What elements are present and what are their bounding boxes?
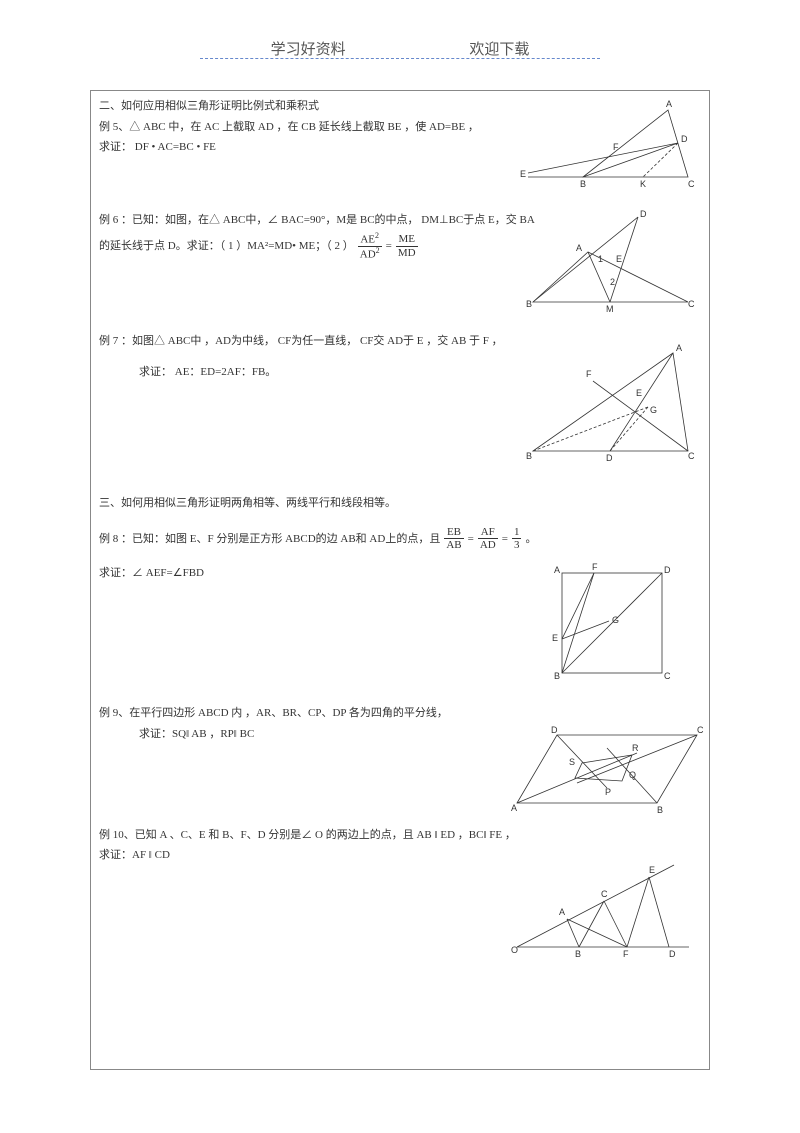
- figure-ex6: A B C D E M 1 2: [518, 207, 703, 317]
- ex9-line1: 例 9、在平行四边形 ABCD 内 ，AR、BR、CP、DP 各为四角的平分线，: [99, 704, 701, 723]
- figure-ex8: A B C D E F G: [544, 561, 679, 686]
- svg-text:D: D: [664, 565, 671, 575]
- svg-text:C: C: [601, 889, 608, 899]
- svg-text:D: D: [606, 453, 613, 463]
- page-frame: 二、如何应用相似三角形证明比例式和乘积式 例 5、△ ABC 中，在 AC 上截…: [90, 90, 710, 1070]
- svg-text:B: B: [526, 299, 532, 309]
- svg-text:C: C: [688, 451, 695, 461]
- figure-ex5: A B C D E F K: [518, 95, 703, 190]
- svg-text:P: P: [605, 787, 611, 797]
- figure-ex9: A B C D P Q R S: [507, 723, 707, 818]
- header-right: 欢迎下载: [469, 38, 529, 59]
- page-header: 学习好资料 欢迎下载: [0, 38, 800, 59]
- ex10-line1: 例 10、已知 A 、C、E 和 B、F、D 分别是∠ O 的两边上的点，且 A…: [99, 826, 701, 845]
- ex8-frac3: 1 3: [512, 526, 522, 551]
- svg-text:2: 2: [610, 277, 615, 287]
- svg-text:A: A: [554, 565, 560, 575]
- ex6-frac2: ME MD: [396, 233, 418, 258]
- svg-text:B: B: [554, 671, 560, 681]
- svg-text:D: D: [640, 209, 647, 219]
- figure-ex7: A B C D E F G: [518, 341, 703, 466]
- svg-text:B: B: [575, 949, 581, 959]
- header-left: 学习好资料: [271, 38, 346, 59]
- svg-text:F: F: [613, 142, 619, 152]
- section-3-title: 三、如何用相似三角形证明两角相等、两线平行和线段相等。: [99, 494, 701, 513]
- svg-text:K: K: [640, 179, 646, 189]
- ex8-tail: 。: [525, 530, 536, 549]
- svg-text:A: A: [559, 907, 565, 917]
- svg-text:C: C: [697, 725, 704, 735]
- figure-ex10: O A B C D E F: [509, 857, 699, 962]
- ex8-frac1: EB AB: [444, 526, 463, 551]
- svg-text:C: C: [664, 671, 671, 681]
- svg-text:E: E: [520, 169, 526, 179]
- ex6-frac1: AE2 AD2: [358, 232, 382, 261]
- svg-text:B: B: [580, 179, 586, 189]
- ex8-line1: 例 8 ：已知：如图 E、F 分别是正方形 ABCD的边 AB和 AD上的点，且…: [99, 526, 701, 551]
- svg-text:O: O: [511, 945, 518, 955]
- svg-text:E: E: [636, 388, 642, 398]
- svg-text:D: D: [551, 725, 558, 735]
- svg-text:D: D: [681, 134, 688, 144]
- svg-text:M: M: [606, 304, 614, 314]
- svg-text:C: C: [688, 179, 695, 189]
- svg-text:E: E: [552, 633, 558, 643]
- svg-text:1: 1: [598, 254, 603, 264]
- svg-text:E: E: [616, 254, 622, 264]
- svg-text:F: F: [623, 949, 629, 959]
- svg-text:A: A: [666, 99, 672, 109]
- svg-text:B: B: [657, 805, 663, 815]
- ex8-frac2: AF AD: [478, 526, 498, 551]
- svg-text:B: B: [526, 451, 532, 461]
- svg-text:R: R: [632, 743, 639, 753]
- svg-text:C: C: [688, 299, 695, 309]
- svg-text:F: F: [586, 369, 592, 379]
- svg-text:A: A: [576, 243, 582, 253]
- svg-text:D: D: [669, 949, 676, 959]
- ex8-prefix: 例 8 ：已知：如图 E、F 分别是正方形 ABCD的边 AB和 AD上的点，且: [99, 530, 440, 549]
- svg-text:A: A: [511, 803, 517, 813]
- ex6-eq: =: [386, 237, 392, 256]
- svg-text:G: G: [612, 615, 619, 625]
- svg-text:S: S: [569, 757, 575, 767]
- svg-text:F: F: [592, 562, 598, 572]
- header-underline: [200, 58, 600, 59]
- svg-text:A: A: [676, 343, 682, 353]
- svg-text:G: G: [650, 405, 657, 415]
- svg-text:E: E: [649, 865, 655, 875]
- svg-text:Q: Q: [629, 770, 636, 780]
- ex6-line2a: 的延长线于点 D。求证：（ 1 ）MA²=MD• ME；（ 2 ）: [99, 237, 354, 256]
